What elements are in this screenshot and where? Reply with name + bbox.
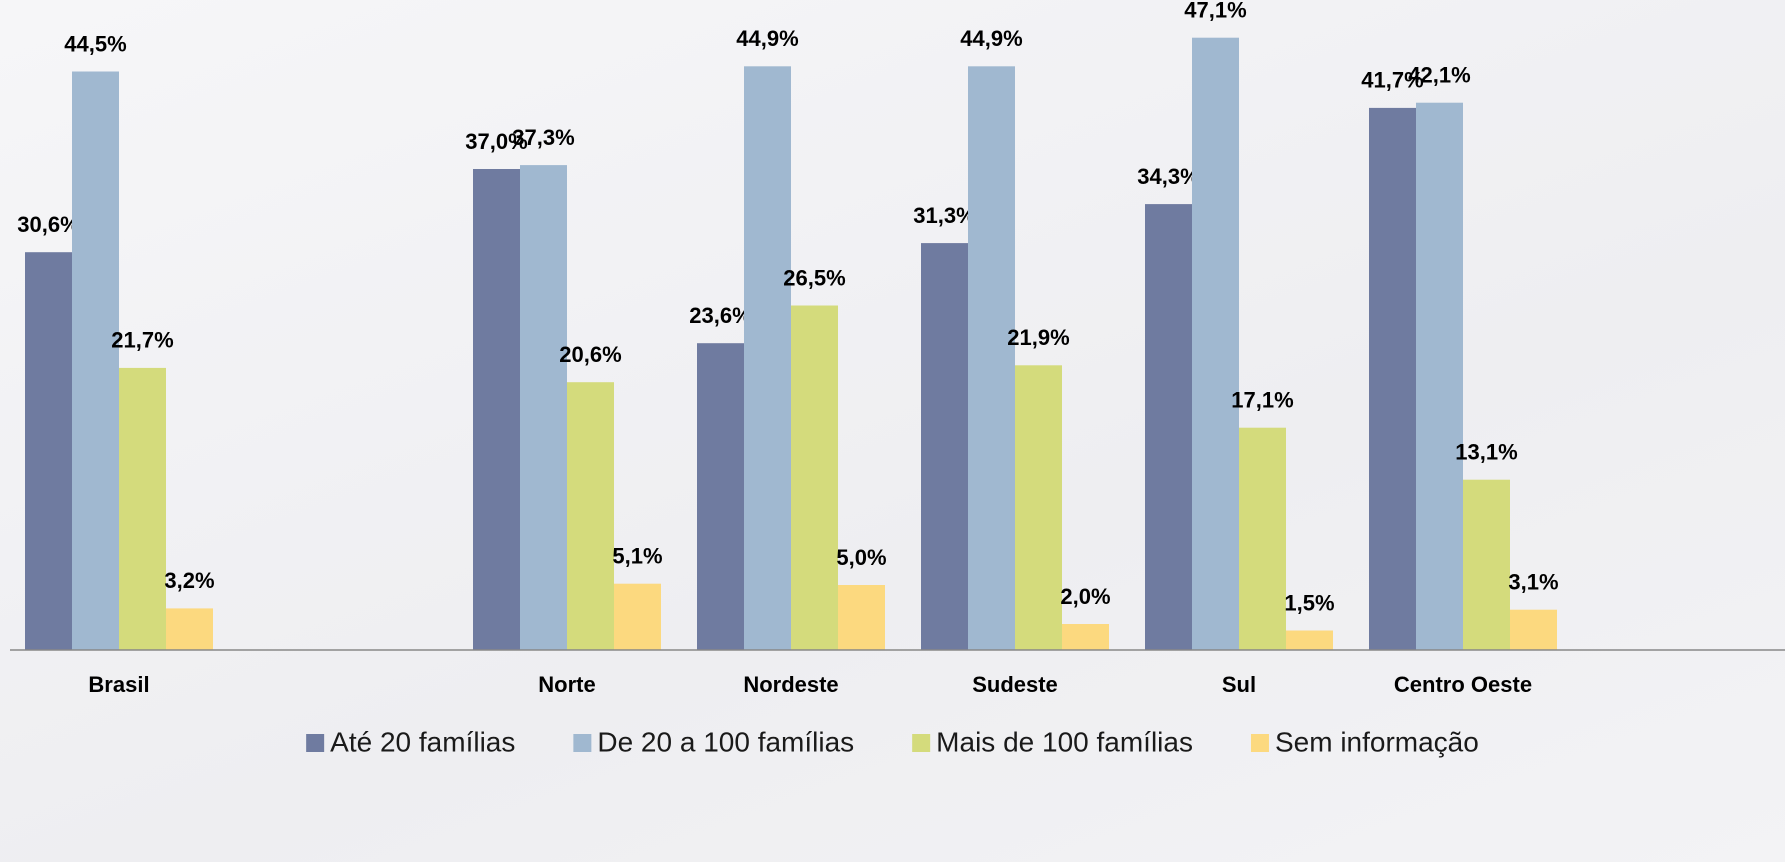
legend-label: Sem informação — [1275, 726, 1479, 757]
bar — [921, 243, 968, 650]
bar — [1192, 37, 1239, 650]
bar — [567, 382, 614, 650]
data-label: 23,6% — [689, 303, 751, 328]
bar — [25, 252, 72, 650]
bar — [473, 169, 520, 650]
data-label: 17,1% — [1231, 388, 1293, 413]
bar — [1416, 102, 1463, 650]
legend-label: De 20 a 100 famílias — [597, 726, 854, 757]
data-label: 44,9% — [736, 26, 798, 51]
bar — [1463, 479, 1510, 650]
data-label: 37,3% — [512, 125, 574, 150]
x-tick-label: Centro Oeste — [1394, 672, 1532, 697]
bar — [744, 66, 791, 651]
bar — [1286, 630, 1333, 650]
bar — [1510, 609, 1557, 650]
legend-swatch — [306, 734, 325, 752]
data-label: 26,5% — [783, 265, 845, 290]
legend-label: Mais de 100 famílias — [936, 726, 1193, 757]
bar — [1239, 427, 1286, 650]
data-label: 3,2% — [164, 568, 214, 593]
bar — [1062, 624, 1109, 650]
bar — [1369, 107, 1416, 650]
legend-label: Até 20 famílias — [330, 726, 515, 757]
data-label: 44,9% — [960, 26, 1022, 51]
data-label: 41,7% — [1361, 68, 1423, 93]
x-tick-label: Nordeste — [743, 672, 838, 697]
data-label: 1,5% — [1284, 590, 1334, 615]
data-label: 21,7% — [111, 328, 173, 353]
data-label: 5,1% — [612, 544, 662, 569]
data-label: 42,1% — [1408, 63, 1470, 88]
bar — [520, 165, 567, 650]
bar — [968, 66, 1015, 651]
bar — [72, 71, 119, 650]
data-label: 20,6% — [559, 342, 621, 367]
x-tick-label: Norte — [538, 672, 595, 697]
legend-swatch — [912, 734, 931, 752]
bar — [838, 585, 885, 650]
x-tick-label: Brasil — [88, 672, 149, 697]
legend-swatch — [573, 734, 592, 752]
data-label: 44,5% — [64, 31, 126, 56]
bar — [791, 305, 838, 650]
data-label: 47,1% — [1184, 0, 1246, 23]
data-label: 37,0% — [465, 129, 527, 154]
bar — [697, 343, 744, 650]
data-label: 31,3% — [913, 203, 975, 228]
data-label: 5,0% — [836, 545, 886, 570]
bar — [119, 367, 166, 650]
data-label: 30,6% — [17, 212, 79, 237]
data-label: 3,1% — [1508, 570, 1558, 595]
legend-swatch — [1250, 734, 1269, 752]
data-label: 34,3% — [1137, 164, 1199, 189]
data-label: 21,9% — [1007, 325, 1069, 350]
x-tick-label: Sudeste — [972, 672, 1058, 697]
x-tick-label: Sul — [1222, 672, 1256, 697]
data-label: 13,1% — [1455, 440, 1517, 465]
data-label: 2,0% — [1060, 584, 1110, 609]
bar — [614, 583, 661, 650]
bar — [1015, 365, 1062, 650]
bar — [166, 608, 213, 650]
bar — [1145, 204, 1192, 650]
